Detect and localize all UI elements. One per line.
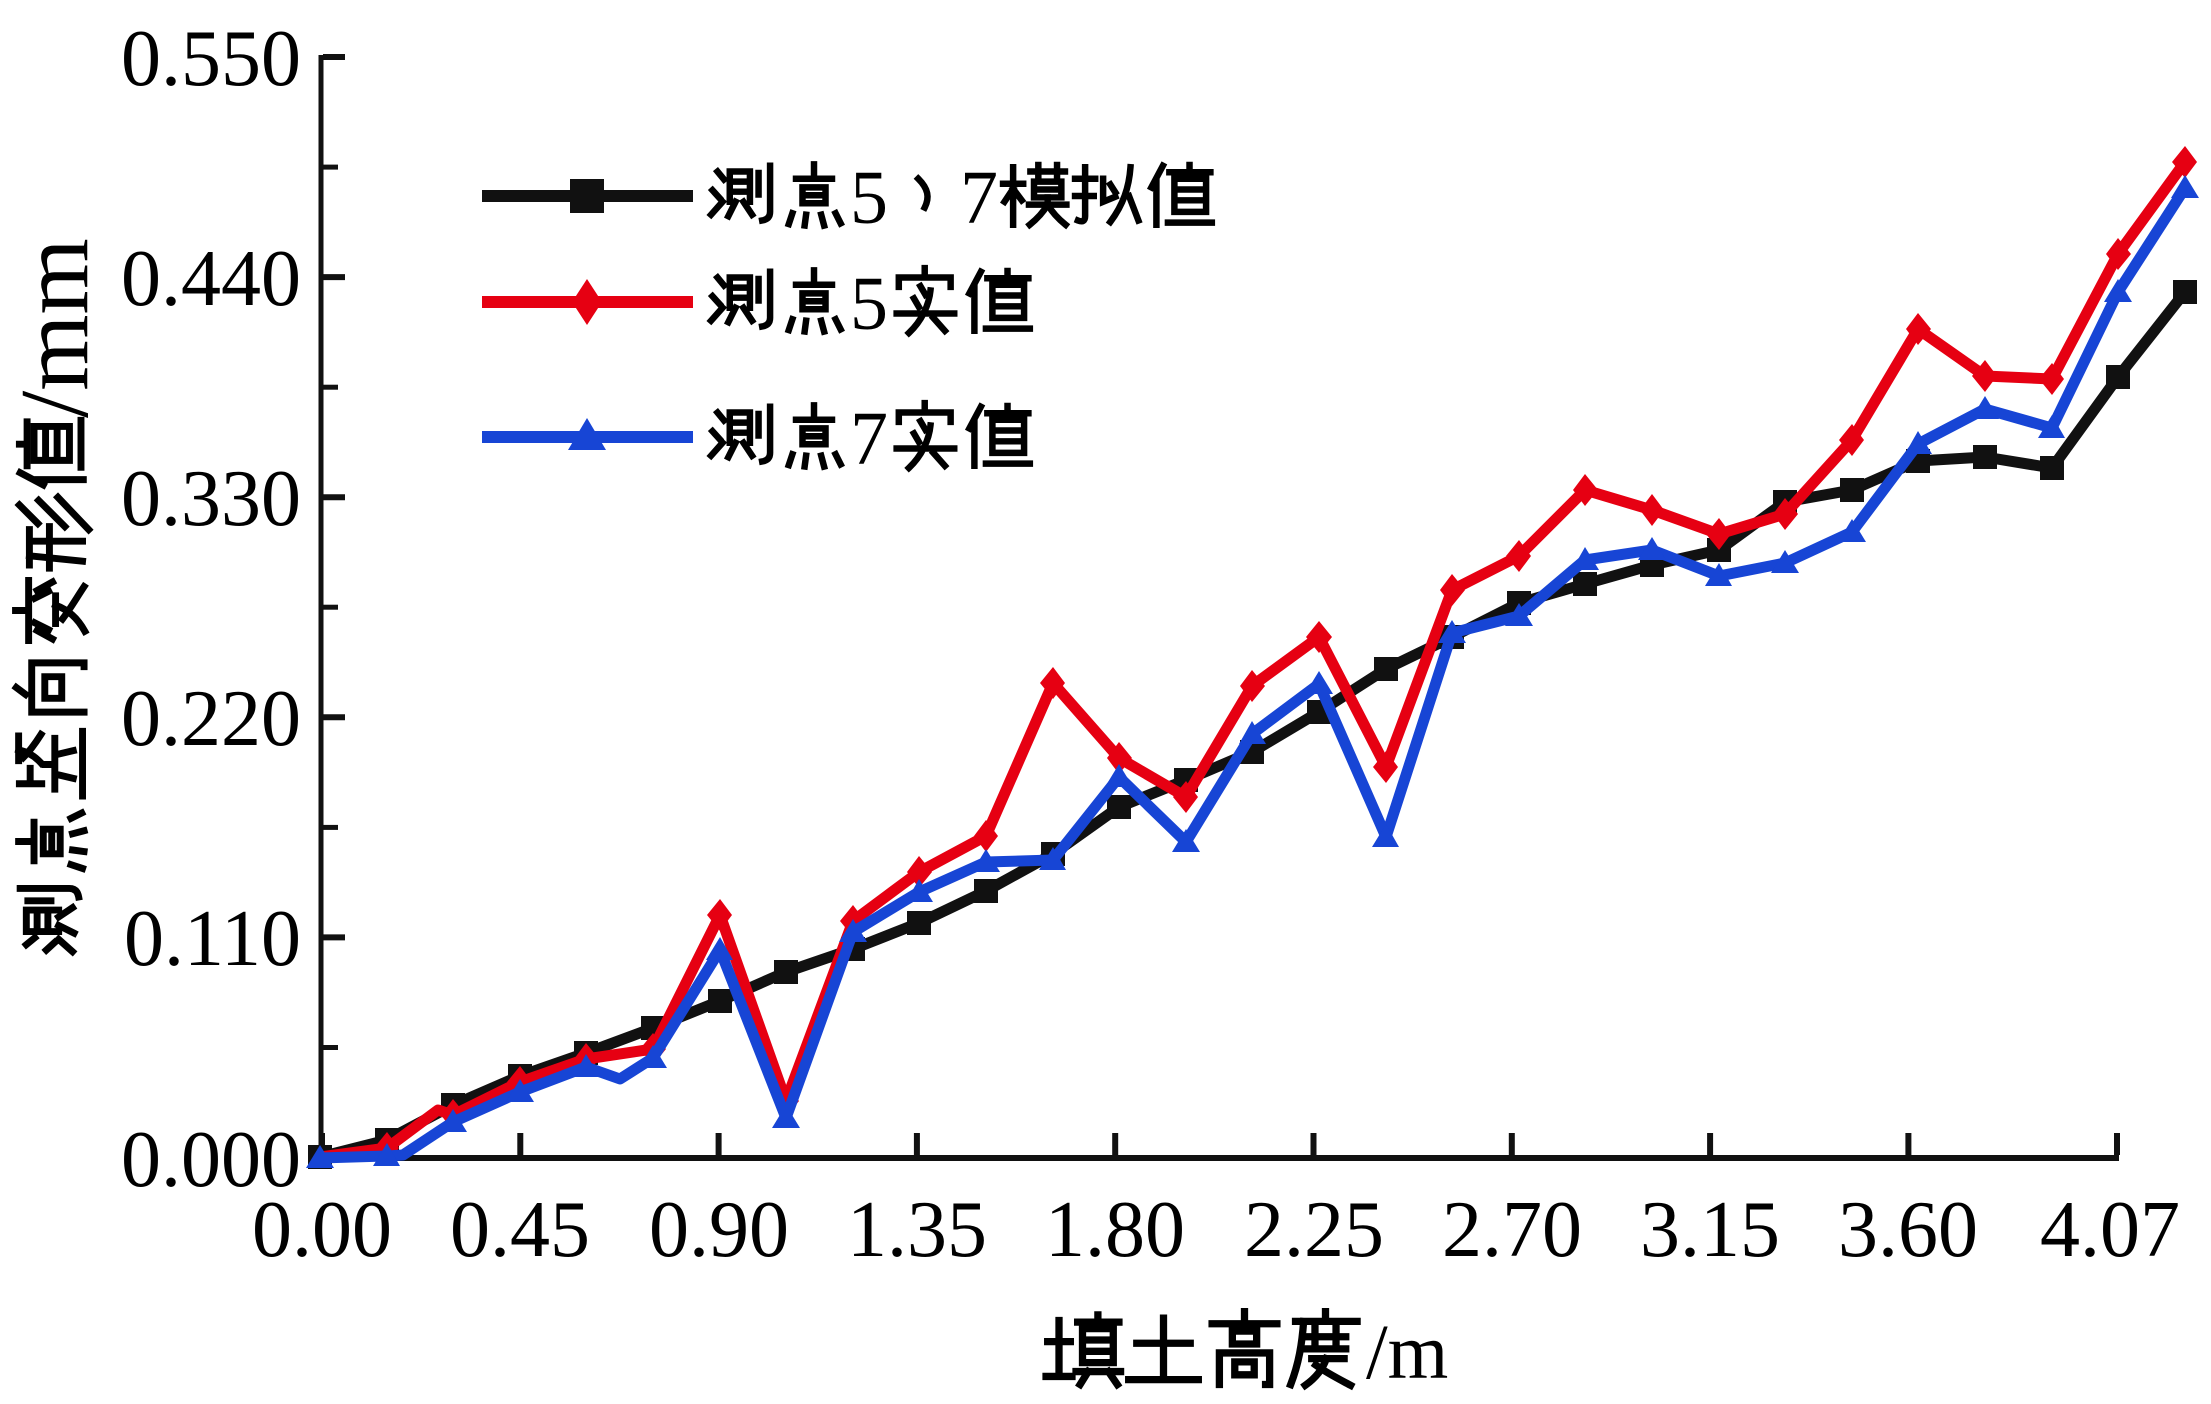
svg-text:5: 5 [850,156,888,240]
svg-text:7: 7 [850,397,888,481]
svg-text:1.35: 1.35 [847,1186,987,1274]
svg-text:2.25: 2.25 [1244,1186,1384,1274]
svg-text:5: 5 [850,262,888,346]
svg-text:/mm: /mm [1,238,109,418]
svg-text:0.440: 0.440 [121,235,301,323]
svg-text:3.60: 3.60 [1838,1186,1978,1274]
svg-text:7: 7 [960,156,998,240]
svg-text:0.00: 0.00 [252,1186,392,1274]
svg-text:0.330: 0.330 [121,455,301,543]
svg-text:0.90: 0.90 [649,1186,789,1274]
svg-text:4.07: 4.07 [2040,1186,2180,1274]
svg-text:0.000: 0.000 [121,1116,301,1204]
svg-text:0.550: 0.550 [121,15,301,103]
svg-text:2.70: 2.70 [1442,1186,1582,1274]
svg-text:/m: /m [1366,1308,1448,1395]
svg-text:0.110: 0.110 [124,895,301,983]
svg-text:1.80: 1.80 [1045,1186,1185,1274]
svg-text:0.220: 0.220 [121,675,301,763]
svg-text:0.45: 0.45 [450,1186,590,1274]
svg-text:3.15: 3.15 [1640,1186,1780,1274]
